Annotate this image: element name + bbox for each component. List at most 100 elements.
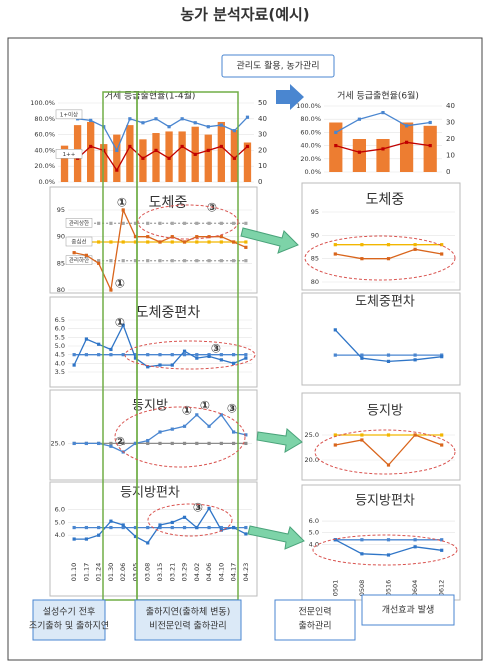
bar (152, 133, 160, 182)
point (109, 525, 113, 530)
point (128, 117, 132, 121)
point (133, 356, 138, 360)
bar (230, 129, 239, 182)
callout-text: 출하지연(출하체 변동) (146, 607, 230, 618)
point (245, 115, 250, 119)
point (334, 144, 338, 148)
point (121, 221, 125, 225)
point (219, 235, 223, 239)
chart-title: 도체중 (149, 195, 188, 211)
y-tick-label: 20.0% (34, 162, 55, 170)
point (333, 433, 337, 437)
point (195, 356, 199, 360)
point (195, 525, 199, 530)
point (207, 240, 211, 244)
point (97, 441, 101, 446)
point (170, 363, 174, 367)
point (115, 148, 119, 152)
callout-box (32, 599, 106, 641)
point (413, 247, 417, 251)
point (158, 525, 162, 530)
y-tick-label: 25.0 (51, 439, 65, 447)
y2-tick-label: 40 (258, 115, 267, 123)
bar (60, 145, 69, 182)
y-tick-label: 4.0 (55, 531, 65, 539)
bar (178, 131, 186, 182)
x-tick-label: 03.08 (144, 563, 152, 582)
y-tick-label: 25.0 (305, 431, 319, 439)
point (182, 349, 187, 353)
point (219, 259, 223, 263)
point (193, 121, 197, 125)
point (207, 506, 211, 510)
point (182, 259, 187, 263)
point (128, 144, 132, 149)
annotation: ① (115, 277, 125, 291)
point (333, 353, 337, 357)
bar (352, 139, 367, 172)
y2-tick-label: 30 (258, 131, 267, 139)
legend-label: 1++ (63, 152, 76, 158)
point (333, 538, 337, 542)
point (146, 259, 150, 263)
point (244, 221, 248, 225)
point (182, 525, 187, 530)
x-tick-label: 04.23 (242, 563, 250, 582)
point (244, 441, 248, 446)
point (195, 353, 199, 357)
bar (87, 121, 95, 182)
x-tick-label: 01.24 (95, 563, 103, 582)
point (72, 353, 76, 357)
point (158, 430, 162, 434)
point (360, 257, 364, 261)
chart-frame (301, 484, 461, 601)
y-tick-label: 80 (57, 286, 65, 294)
point (146, 365, 150, 369)
top-note: 관리도 활용, 농가관리 (236, 60, 319, 72)
x-tick-label: 0501 (331, 580, 339, 597)
highlight-ellipse (304, 235, 456, 281)
point (109, 441, 113, 446)
x-tick-label: 01.10 (70, 563, 78, 582)
highlight-ellipse (147, 503, 233, 537)
point (195, 441, 199, 446)
point (72, 525, 76, 530)
point (357, 117, 361, 121)
point (146, 235, 150, 239)
point (97, 221, 101, 225)
x-tick-label: 03.21 (168, 563, 176, 582)
page-title: 농가 분석자료(예시) (180, 6, 309, 24)
point (360, 433, 364, 437)
point (109, 353, 113, 357)
bar (139, 139, 147, 182)
point (115, 168, 119, 172)
x-tick-label: 03.05 (131, 563, 139, 582)
point (244, 433, 248, 437)
annotation: ① (200, 399, 210, 413)
point (219, 358, 223, 362)
legend-box (55, 149, 83, 159)
point (72, 251, 76, 255)
point (333, 443, 337, 447)
point (245, 144, 250, 149)
point (386, 353, 391, 357)
y-tick-label: 20.0% (300, 155, 321, 163)
point (84, 353, 88, 357)
point (386, 553, 391, 557)
chart-title: 도체중 (366, 192, 405, 208)
point (360, 356, 364, 360)
point (170, 441, 174, 446)
highlight-ellipse (312, 534, 458, 566)
point (84, 441, 88, 446)
point (413, 353, 417, 357)
point (170, 259, 174, 263)
legend-box (65, 255, 93, 265)
point (146, 221, 150, 225)
y-tick-label: 6.5 (55, 316, 65, 324)
point (386, 257, 391, 261)
annotation: ① (182, 404, 192, 418)
point (167, 156, 171, 160)
y-tick-label: 60.0% (34, 131, 55, 139)
point (182, 424, 187, 428)
point (84, 253, 88, 257)
